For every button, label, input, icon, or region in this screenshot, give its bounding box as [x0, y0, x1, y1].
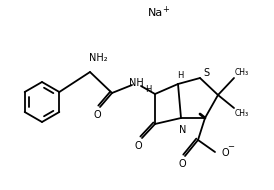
Text: Na: Na [148, 8, 163, 18]
Text: H: H [177, 71, 183, 81]
Text: O: O [221, 148, 229, 158]
Text: NH₂: NH₂ [89, 53, 107, 63]
Text: +: + [162, 5, 169, 13]
Text: N: N [179, 125, 187, 135]
Text: −: − [227, 142, 234, 151]
Text: S: S [203, 68, 209, 78]
Text: NH: NH [129, 78, 143, 88]
Text: O: O [178, 159, 186, 169]
Text: CH₃: CH₃ [235, 109, 249, 118]
Text: O: O [134, 141, 142, 151]
Text: H: H [145, 85, 151, 93]
Text: O: O [93, 110, 101, 120]
Text: CH₃: CH₃ [235, 68, 249, 77]
